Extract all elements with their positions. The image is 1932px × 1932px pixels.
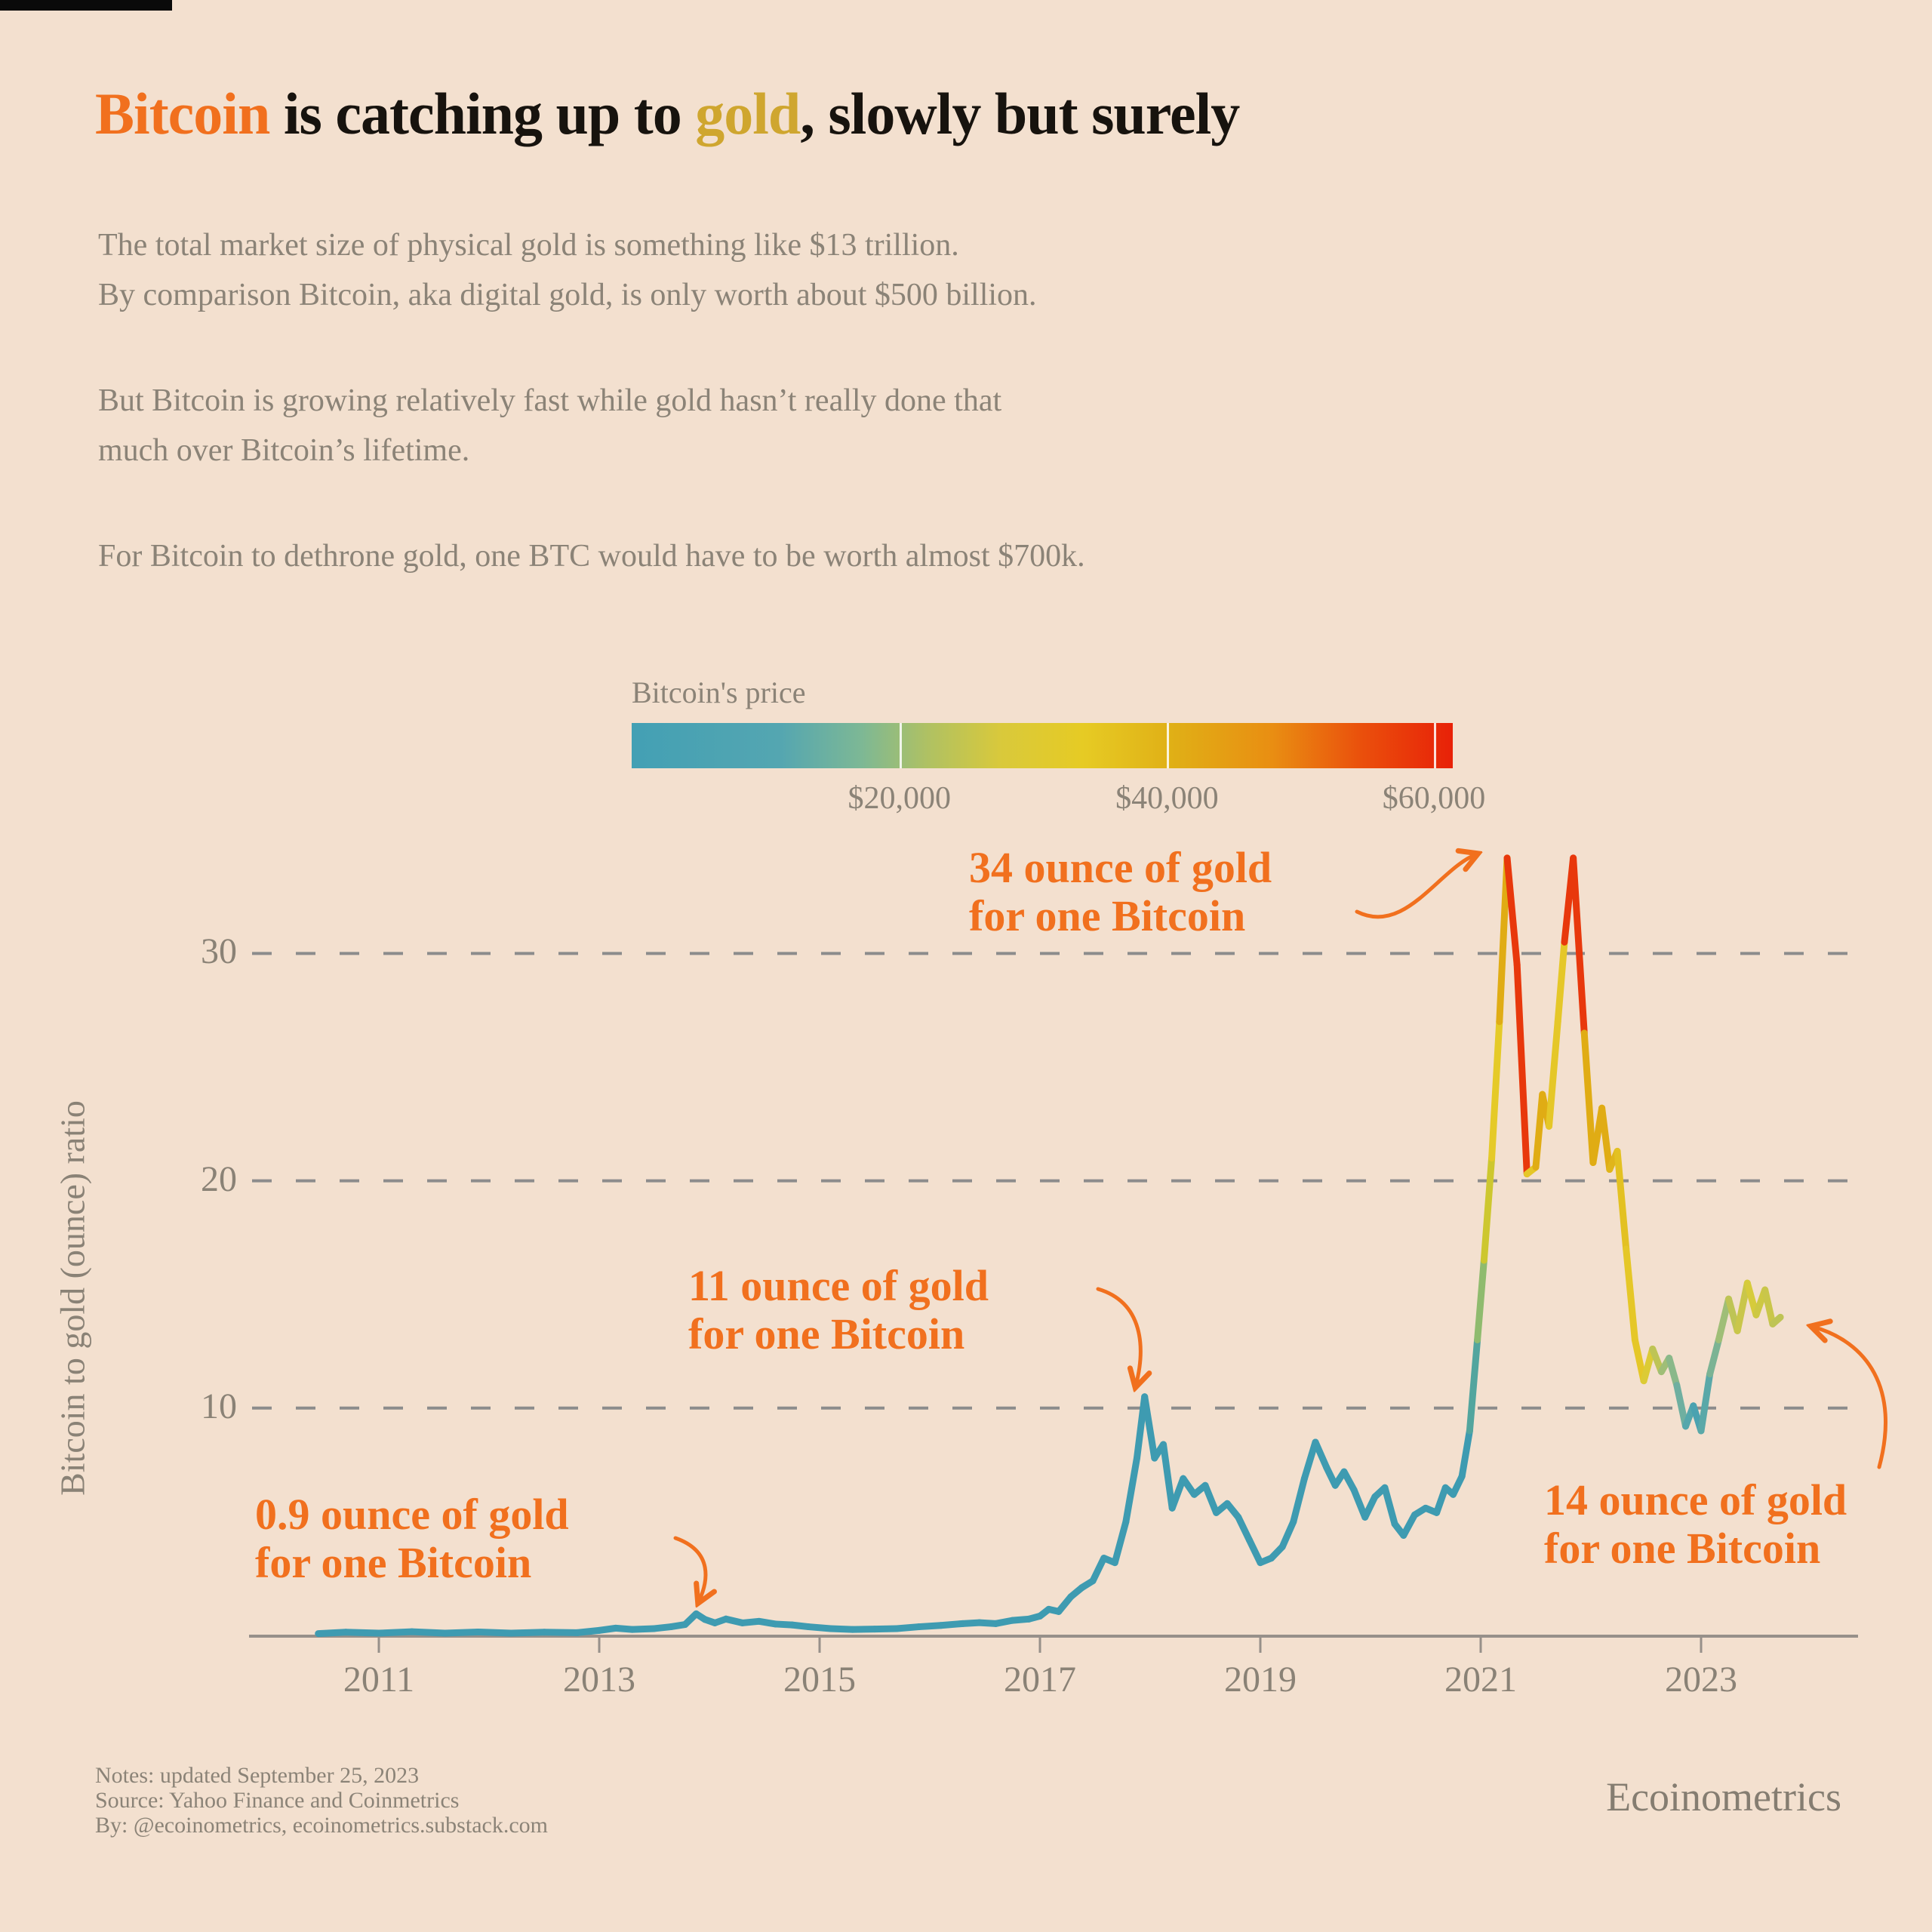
x-tick-label-2: 2015 <box>783 1660 856 1700</box>
colorbar-tick-label-1: $40,000 <box>1115 781 1219 816</box>
x-tick-label-5: 2021 <box>1444 1660 1517 1700</box>
top-left-accent-bar <box>0 0 172 11</box>
x-tick-label-1: 2013 <box>563 1660 635 1700</box>
page-title: Bitcoin is catching up to gold, slowly b… <box>95 80 1240 148</box>
intro-paragraph-1: The total market size of physical gold i… <box>98 228 1037 312</box>
intro-paragraph-3: For Bitcoin to dethrone gold, one BTC wo… <box>98 539 1085 574</box>
colorbar-tickmark-2 <box>1433 723 1436 768</box>
brand-logo-text: Ecoinometrics <box>1606 1774 1841 1820</box>
colorbar-title: Bitcoin's price <box>632 675 806 709</box>
x-tick-label-0: 2011 <box>343 1660 415 1700</box>
annotation-a14-line1: 14 ounce of gold <box>1544 1475 1847 1524</box>
title-bitcoin: Bitcoin <box>95 81 270 146</box>
annotation-a14-line2: for one Bitcoin <box>1544 1524 1821 1573</box>
x-tick-label-4: 2019 <box>1224 1660 1297 1700</box>
y-tick-label-2: 30 <box>201 931 237 972</box>
x-tick-label-3: 2017 <box>1004 1660 1076 1700</box>
annotation-a34-line1: 34 ounce of gold <box>969 843 1272 892</box>
intro-text: The total market size of physical gold i… <box>98 220 1085 637</box>
colorbar-tick-label-2: $60,000 <box>1382 781 1486 816</box>
annotation-a34-line2: for one Bitcoin <box>969 891 1246 940</box>
annotation-a34: 34 ounce of gold for one Bitcoin <box>969 844 1272 940</box>
gridlines <box>252 952 1849 1410</box>
y-axis-title: Bitcoin to gold (ounce) ratio <box>53 1100 92 1496</box>
title-gold: gold <box>695 81 801 146</box>
x-axis <box>249 1635 1858 1653</box>
annotation-a09: 0.9 ounce of gold for one Bitcoin <box>255 1491 569 1587</box>
title-end: , slowly but surely <box>800 81 1240 146</box>
colorbar-gradient <box>632 723 1453 768</box>
annotation-a11-line2: for one Bitcoin <box>688 1309 965 1358</box>
intro-paragraph-2: But Bitcoin is growing relatively fast w… <box>98 383 1002 468</box>
colorbar-tickmark-0 <box>899 723 902 768</box>
colorbar-tickmark-1 <box>1167 723 1170 768</box>
y-tick-label-0: 10 <box>201 1386 237 1426</box>
annotation-a09-line1: 0.9 ounce of gold <box>255 1490 569 1539</box>
colorbar-tick-label-0: $20,000 <box>848 781 951 816</box>
annotation-a09-line2: for one Bitcoin <box>255 1538 532 1587</box>
annotation-a11: 11 ounce of gold for one Bitcoin <box>688 1262 989 1358</box>
y-tick-label-1: 20 <box>201 1158 237 1199</box>
annotation-a14: 14 ounce of gold for one Bitcoin <box>1544 1476 1847 1573</box>
title-mid: is catching up to <box>269 81 696 146</box>
x-tick-label-6: 2023 <box>1665 1660 1737 1700</box>
footer-notes: Notes: updated September 25, 2023 Source… <box>95 1763 548 1838</box>
annotation-a11-line1: 11 ounce of gold <box>688 1261 989 1310</box>
